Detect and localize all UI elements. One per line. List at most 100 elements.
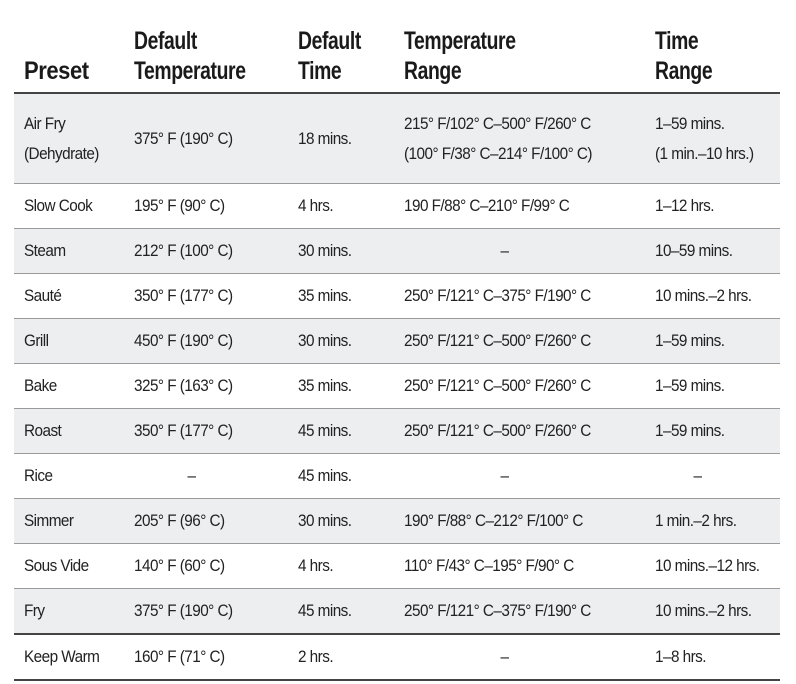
cell-default-time: 30 mins. <box>288 498 394 544</box>
cell-default-temperature: 450° F (190° C) <box>124 318 288 364</box>
table-row: Slow Cook 195° F (90° C) 4 hrs. 190 F/88° C… <box>14 183 780 229</box>
cell-text: 160° F (71° C) <box>134 647 225 666</box>
cell-text: 250° F/121° C–375° F/190° C <box>404 286 591 305</box>
cell-text: 350° F (177° C) <box>134 286 233 305</box>
cell-text: 2 hrs. <box>298 647 334 666</box>
cell-time-range: 1–59 mins. <box>645 318 780 364</box>
table-row: Roast 350° F (177° C) 45 mins. 250° F/121° … <box>14 408 780 454</box>
cell-text: 1–59 mins. <box>655 376 725 395</box>
table-row: Sous Vide 140° F (60° C) 4 hrs. 110° F/43° … <box>14 543 780 589</box>
cell-time-range: 10 mins.–12 hrs. <box>645 543 780 589</box>
cell-temperature-range: 250° F/121° C–375° F/190° C <box>394 273 645 319</box>
cell-preset: Grill <box>14 318 124 364</box>
cell-text: 18 mins. <box>298 128 352 148</box>
cell-text: 10 mins.–2 hrs. <box>655 286 752 305</box>
cell-text: 10 mins.–2 hrs. <box>655 601 752 620</box>
cell-text: (Dehydrate) <box>24 143 99 163</box>
cell-default-time: 45 mins. <box>288 453 394 499</box>
cell-text: 250° F/121° C–375° F/190° C <box>404 601 591 620</box>
table-row: Fry 375° F (190° C) 45 mins. 250° F/121° C–… <box>14 588 780 635</box>
table-row: Sauté 350° F (177° C) 35 mins. 250° F/121° … <box>14 273 780 319</box>
cell-default-time: 4 hrs. <box>288 183 394 229</box>
cell-text: 250° F/121° C–500° F/260° C <box>404 331 591 350</box>
cell-default-time: 30 mins. <box>288 228 394 274</box>
cell-text: 1–59 mins. <box>655 113 725 133</box>
cell-default-temperature: 160° F (71° C) <box>124 634 288 681</box>
cell-text: 30 mins. <box>298 331 352 350</box>
cell-default-temperature: 375° F (190° C) <box>124 93 288 184</box>
cell-time-range: 10 mins.–2 hrs. <box>645 588 780 635</box>
cell-text: 325° F (163° C) <box>134 376 233 395</box>
cell-preset: Fry <box>14 588 124 635</box>
cell-temperature-range: 250° F/121° C–500° F/260° C <box>394 363 645 409</box>
header-text: Default Time <box>298 27 361 85</box>
cell-default-temperature: 375° F (190° C) <box>124 588 288 635</box>
cell-text: 450° F (190° C) <box>134 331 233 350</box>
cell-default-time: 45 mins. <box>288 588 394 635</box>
cell-text: – <box>500 241 510 260</box>
cell-time-range: 1–59 mins. <box>645 363 780 409</box>
cell-preset: Sauté <box>14 273 124 319</box>
cell-text: Keep Warm <box>24 647 100 666</box>
cell-text: – <box>500 466 510 485</box>
cell-text: 45 mins. <box>298 421 352 440</box>
cell-default-temperature: 140° F (60° C) <box>124 543 288 589</box>
cell-preset: Rice <box>14 453 124 499</box>
cell-text: 250° F/121° C–500° F/260° C <box>404 376 591 395</box>
cell-time-range: 10 mins.–2 hrs. <box>645 273 780 319</box>
cell-text: 10 mins.–12 hrs. <box>655 556 760 575</box>
cell-temperature-range: – <box>394 228 645 274</box>
cell-default-temperature: 212° F (100° C) <box>124 228 288 274</box>
cell-temperature-range: 250° F/121° C–500° F/260° C <box>394 408 645 454</box>
cell-text: 190° F/88° C–212° F/100° C <box>404 511 583 530</box>
table-row: Rice – 45 mins. – – <box>14 453 780 499</box>
cell-text: 35 mins. <box>298 376 352 395</box>
cell-text: 140° F (60° C) <box>134 556 225 575</box>
cell-temperature-range: – <box>394 453 645 499</box>
cell-text: – <box>693 466 703 485</box>
cell-temperature-range: 110° F/43° C–195° F/90° C <box>394 543 645 589</box>
cell-text: 195° F (90° C) <box>134 196 225 215</box>
header-time-range: Time Range <box>645 0 780 94</box>
cell-text: 4 hrs. <box>298 556 334 575</box>
cell-text: Rice <box>24 466 53 485</box>
cell-preset: Sous Vide <box>14 543 124 589</box>
cell-text: Bake <box>24 376 57 395</box>
cell-default-time: 35 mins. <box>288 363 394 409</box>
cell-text: Air Fry <box>24 113 66 133</box>
cell-temperature-range: 190 F/88° C–210° F/99° C <box>394 183 645 229</box>
cell-default-temperature: – <box>124 453 288 499</box>
cell-default-temperature: 350° F (177° C) <box>124 273 288 319</box>
cell-text: (100° F/38° C–214° F/100° C) <box>404 143 592 163</box>
cell-time-range: 1–12 hrs. <box>645 183 780 229</box>
cell-text: (1 min.–10 hrs.) <box>655 143 754 163</box>
cell-text: Steam <box>24 241 66 260</box>
cell-temperature-range: 250° F/121° C–375° F/190° C <box>394 588 645 635</box>
cell-text: – <box>500 647 510 666</box>
presets-table: Preset Default Temperature Default Time Te… <box>14 0 780 681</box>
header-row: Preset Default Temperature Default Time Te… <box>14 0 780 94</box>
header-default-time: Default Time <box>288 0 394 94</box>
cell-temperature-range: – <box>394 634 645 681</box>
header-text: Temperature Range <box>404 27 516 85</box>
cell-text: 30 mins. <box>298 241 352 260</box>
cell-default-time: 35 mins. <box>288 273 394 319</box>
cell-preset: Keep Warm <box>14 634 124 681</box>
cell-default-temperature: 205° F (96° C) <box>124 498 288 544</box>
cell-text: 45 mins. <box>298 466 352 485</box>
cell-default-time: 2 hrs. <box>288 634 394 681</box>
cell-text: 250° F/121° C–500° F/260° C <box>404 421 591 440</box>
cell-time-range: 1 min.–2 hrs. <box>645 498 780 544</box>
cell-text: 205° F (96° C) <box>134 511 225 530</box>
cell-default-time: 45 mins. <box>288 408 394 454</box>
cell-default-temperature: 325° F (163° C) <box>124 363 288 409</box>
cell-text: 4 hrs. <box>298 196 334 215</box>
header-default-temperature: Default Temperature <box>124 0 288 94</box>
cell-text: 30 mins. <box>298 511 352 530</box>
cell-text: 1–59 mins. <box>655 421 725 440</box>
cell-text: Slow Cook <box>24 196 93 215</box>
table-row: Keep Warm 160° F (71° C) 2 hrs. – 1–8 hrs. <box>14 634 780 681</box>
cell-text: 375° F (190° C) <box>134 601 233 620</box>
cell-text: 1–59 mins. <box>655 331 725 350</box>
cell-text: 1–8 hrs. <box>655 647 707 666</box>
